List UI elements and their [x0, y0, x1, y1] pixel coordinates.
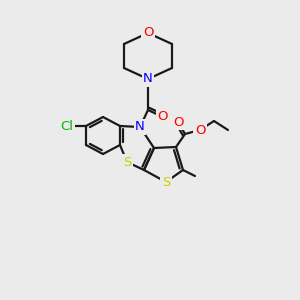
Text: N: N — [143, 73, 153, 85]
Text: O: O — [173, 116, 183, 128]
Text: O: O — [158, 110, 168, 124]
Text: S: S — [162, 176, 170, 188]
Text: N: N — [135, 121, 145, 134]
Text: O: O — [143, 26, 153, 40]
Text: S: S — [123, 155, 131, 169]
Text: Cl: Cl — [61, 119, 74, 133]
Text: O: O — [195, 124, 205, 136]
